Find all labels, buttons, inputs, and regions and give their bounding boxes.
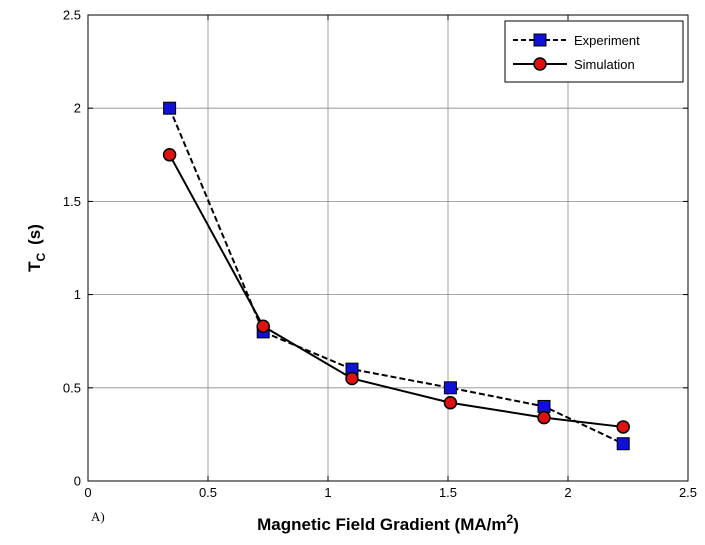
grid-lines [88,15,688,481]
y-tick-label: 1.5 [63,194,81,209]
y-axis-label-main: T [25,261,44,272]
plot-area [87,14,689,482]
legend-marker-experiment [533,33,547,47]
panel-label: A) [91,509,105,524]
y-axis-label-subscript: C [34,253,48,262]
data-point-experiment [163,101,177,115]
data-point-simulation [256,319,270,334]
data-point-simulation [345,371,359,386]
x-axis-label-superscript: 2 [507,512,514,526]
data-point-simulation [537,410,551,425]
series-line-experiment [168,107,624,445]
y-tick-label: 0.5 [63,380,81,395]
x-tick-label: 0.5 [199,485,217,500]
data-point-experiment [443,381,457,395]
x-tick-label: 2.5 [679,485,697,500]
legend-box [504,20,684,83]
x-axis-label-end: ) [513,515,519,534]
data-point-simulation [443,395,458,410]
legend: Experiment Simulation [504,20,684,83]
x-tick-label: 0 [84,485,91,500]
y-tick-label: 1 [74,287,81,302]
legend-marker-simulation [533,57,547,71]
legend-label-simulation: Simulation [574,57,635,72]
data-point-simulation [616,420,630,434]
legend-label-experiment: Experiment [574,33,640,48]
x-axis-label: Magnetic Field Gradient (MA/m2) [257,512,519,534]
x-tick-label: 2 [564,485,571,500]
axis-ticks: 0 0.5 1 1.5 2 2.5 0 0.5 1 1.5 2 2.5 [63,8,697,501]
x-axis-label-text: Magnetic Field Gradient (MA/m [257,515,506,534]
x-tick-label: 1 [324,485,331,500]
y-axis-label-unit: (s) [25,224,44,245]
data-point-simulation [162,148,177,162]
data-point-experiment [537,399,551,413]
y-tick-label: 2.5 [63,8,81,23]
y-axis-label: TC (s) [25,224,48,272]
y-tick-label: 0 [74,474,81,489]
y-tick-label: 2 [74,101,81,116]
series-layer [162,101,630,451]
series-line-simulation [168,154,624,428]
data-point-experiment [616,437,630,451]
x-tick-label: 1.5 [439,485,457,500]
